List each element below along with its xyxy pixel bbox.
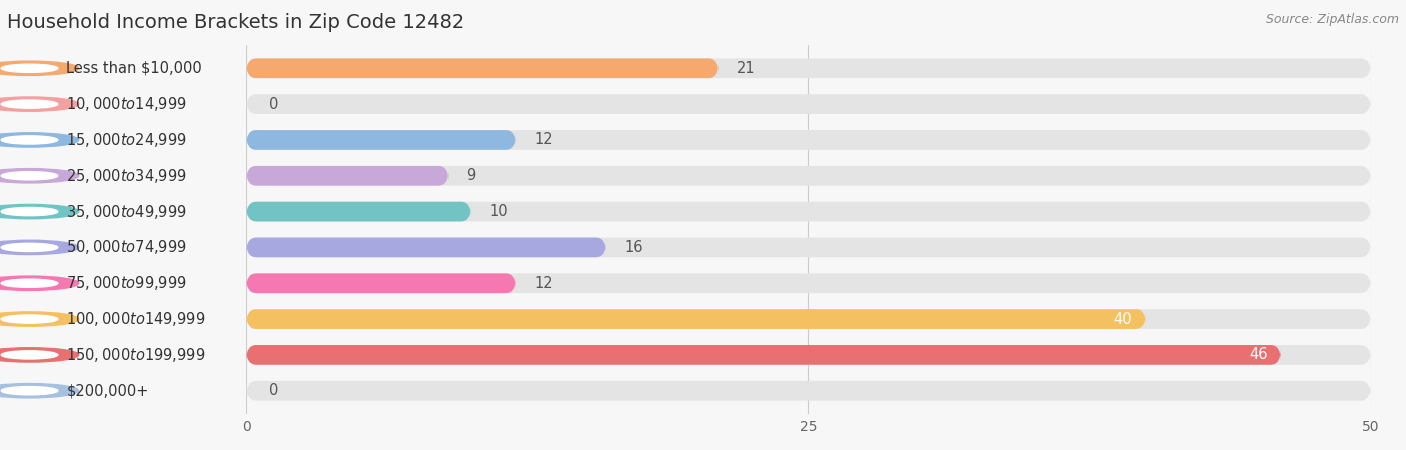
Circle shape: [1, 387, 58, 395]
Text: $75,000 to $99,999: $75,000 to $99,999: [66, 274, 187, 292]
Circle shape: [1, 171, 58, 180]
Text: Source: ZipAtlas.com: Source: ZipAtlas.com: [1265, 14, 1399, 27]
FancyBboxPatch shape: [246, 345, 1281, 365]
FancyBboxPatch shape: [246, 309, 1146, 329]
FancyBboxPatch shape: [246, 58, 1371, 78]
Text: $150,000 to $199,999: $150,000 to $199,999: [66, 346, 205, 364]
FancyBboxPatch shape: [246, 274, 1371, 293]
Text: 16: 16: [624, 240, 643, 255]
Text: 12: 12: [534, 132, 553, 148]
Text: $15,000 to $24,999: $15,000 to $24,999: [66, 131, 187, 149]
Text: $100,000 to $149,999: $100,000 to $149,999: [66, 310, 205, 328]
FancyBboxPatch shape: [246, 381, 1371, 400]
Text: 46: 46: [1249, 347, 1267, 362]
Circle shape: [1, 351, 58, 359]
Circle shape: [1, 100, 58, 108]
Circle shape: [0, 133, 79, 147]
FancyBboxPatch shape: [246, 238, 1371, 257]
Circle shape: [0, 204, 79, 219]
FancyBboxPatch shape: [246, 130, 1371, 150]
Circle shape: [0, 312, 79, 326]
FancyBboxPatch shape: [246, 166, 1371, 185]
FancyBboxPatch shape: [246, 166, 449, 185]
Text: $10,000 to $14,999: $10,000 to $14,999: [66, 95, 187, 113]
Circle shape: [1, 315, 58, 323]
FancyBboxPatch shape: [246, 130, 516, 150]
FancyBboxPatch shape: [246, 238, 606, 257]
Circle shape: [1, 136, 58, 144]
Text: 0: 0: [269, 97, 278, 112]
Text: 10: 10: [489, 204, 508, 219]
Text: 9: 9: [467, 168, 475, 183]
Text: $50,000 to $74,999: $50,000 to $74,999: [66, 238, 187, 256]
Circle shape: [0, 240, 79, 255]
Text: Less than $10,000: Less than $10,000: [66, 61, 202, 76]
FancyBboxPatch shape: [246, 309, 1371, 329]
Circle shape: [0, 61, 79, 76]
FancyBboxPatch shape: [246, 274, 516, 293]
Circle shape: [1, 279, 58, 288]
Text: $25,000 to $34,999: $25,000 to $34,999: [66, 167, 187, 185]
Text: 0: 0: [269, 383, 278, 398]
Circle shape: [0, 169, 79, 183]
Text: Household Income Brackets in Zip Code 12482: Household Income Brackets in Zip Code 12…: [7, 14, 464, 32]
Text: 12: 12: [534, 276, 553, 291]
FancyBboxPatch shape: [246, 202, 471, 221]
FancyBboxPatch shape: [246, 94, 1371, 114]
Circle shape: [1, 64, 58, 72]
Text: $35,000 to $49,999: $35,000 to $49,999: [66, 202, 187, 220]
Text: 40: 40: [1114, 311, 1132, 327]
Text: $200,000+: $200,000+: [66, 383, 149, 398]
Circle shape: [1, 243, 58, 252]
Circle shape: [0, 276, 79, 290]
Circle shape: [1, 207, 58, 216]
FancyBboxPatch shape: [246, 202, 1371, 221]
FancyBboxPatch shape: [246, 58, 718, 78]
Circle shape: [0, 97, 79, 111]
Circle shape: [0, 383, 79, 398]
Text: 21: 21: [737, 61, 755, 76]
Circle shape: [0, 348, 79, 362]
FancyBboxPatch shape: [246, 345, 1371, 365]
